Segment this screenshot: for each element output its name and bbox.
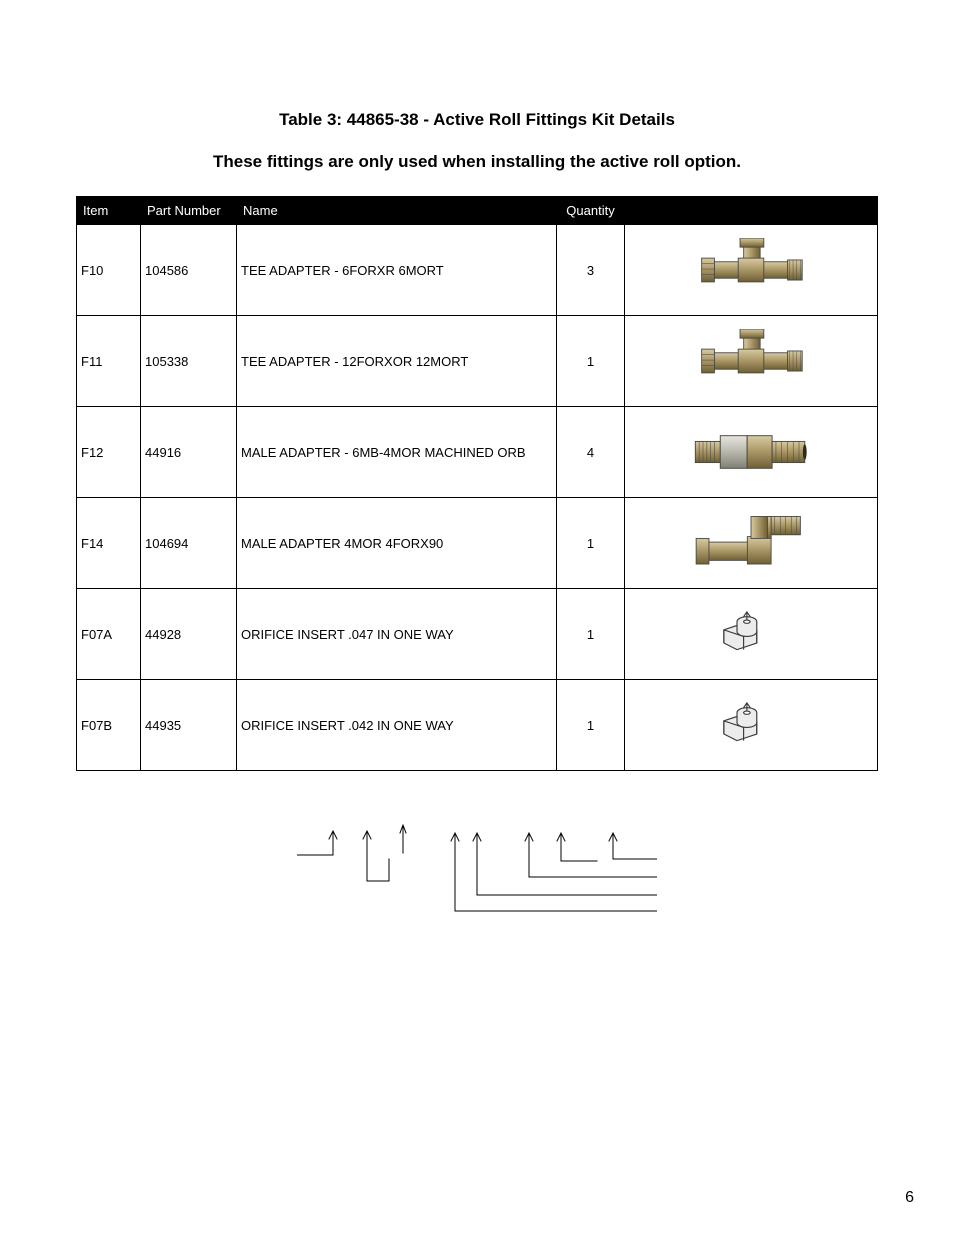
cell-quantity: 1: [557, 589, 625, 680]
part-image-icon: [692, 238, 810, 302]
cell-name: ORIFICE INSERT .047 IN ONE WAY: [237, 589, 557, 680]
cell-item: F12: [77, 407, 141, 498]
table-row: F10104586TEE ADAPTER - 6FORXR 6MORT3: [77, 225, 878, 316]
cell-part-number: 104694: [141, 498, 237, 589]
cell-item: F10: [77, 225, 141, 316]
parts-table: Item Part Number Name Quantity F10104586…: [76, 196, 878, 771]
cell-image: [625, 589, 878, 680]
cell-part-number: 104586: [141, 225, 237, 316]
page-title: Table 3: 44865-38 - Active Roll Fittings…: [76, 110, 878, 130]
cell-quantity: 1: [557, 498, 625, 589]
cell-name: MALE ADAPTER 4MOR 4FORX90: [237, 498, 557, 589]
part-image-icon: [692, 329, 810, 393]
table-row: F1244916MALE ADAPTER - 6MB-4MOR MACHINED…: [77, 407, 878, 498]
col-header-item: Item: [77, 197, 141, 225]
table-header-row: Item Part Number Name Quantity: [77, 197, 878, 225]
cell-name: TEE ADAPTER - 12FORXOR 12MORT: [237, 316, 557, 407]
cell-image: [625, 680, 878, 771]
cell-item: F11: [77, 316, 141, 407]
col-header-name: Name: [237, 197, 557, 225]
cell-item: F14: [77, 498, 141, 589]
table-row: F07A44928ORIFICE INSERT .047 IN ONE WAY1: [77, 589, 878, 680]
cell-image: [625, 498, 878, 589]
callout-diagram: [297, 815, 657, 935]
part-image-icon: [692, 511, 810, 575]
cell-image: [625, 407, 878, 498]
cell-image: [625, 225, 878, 316]
cell-quantity: 1: [557, 316, 625, 407]
part-image-icon: [714, 604, 788, 664]
cell-quantity: 3: [557, 225, 625, 316]
page-number: 6: [905, 1189, 914, 1207]
cell-item: F07A: [77, 589, 141, 680]
col-header-quantity: Quantity: [557, 197, 625, 225]
cell-part-number: 44935: [141, 680, 237, 771]
part-image-icon: [714, 695, 788, 755]
part-image-icon: [692, 428, 810, 476]
page-subtitle: These fittings are only used when instal…: [76, 152, 878, 172]
table-row: F07B44935ORIFICE INSERT .042 IN ONE WAY1: [77, 680, 878, 771]
cell-quantity: 1: [557, 680, 625, 771]
cell-part-number: 44928: [141, 589, 237, 680]
col-header-part-number: Part Number: [141, 197, 237, 225]
cell-name: MALE ADAPTER - 6MB-4MOR MACHINED ORB: [237, 407, 557, 498]
cell-image: [625, 316, 878, 407]
cell-name: TEE ADAPTER - 6FORXR 6MORT: [237, 225, 557, 316]
cell-part-number: 105338: [141, 316, 237, 407]
table-row: F11105338TEE ADAPTER - 12FORXOR 12MORT1: [77, 316, 878, 407]
cell-part-number: 44916: [141, 407, 237, 498]
col-header-image: [625, 197, 878, 225]
cell-item: F07B: [77, 680, 141, 771]
cell-name: ORIFICE INSERT .042 IN ONE WAY: [237, 680, 557, 771]
cell-quantity: 4: [557, 407, 625, 498]
table-row: F14104694MALE ADAPTER 4MOR 4FORX901: [77, 498, 878, 589]
